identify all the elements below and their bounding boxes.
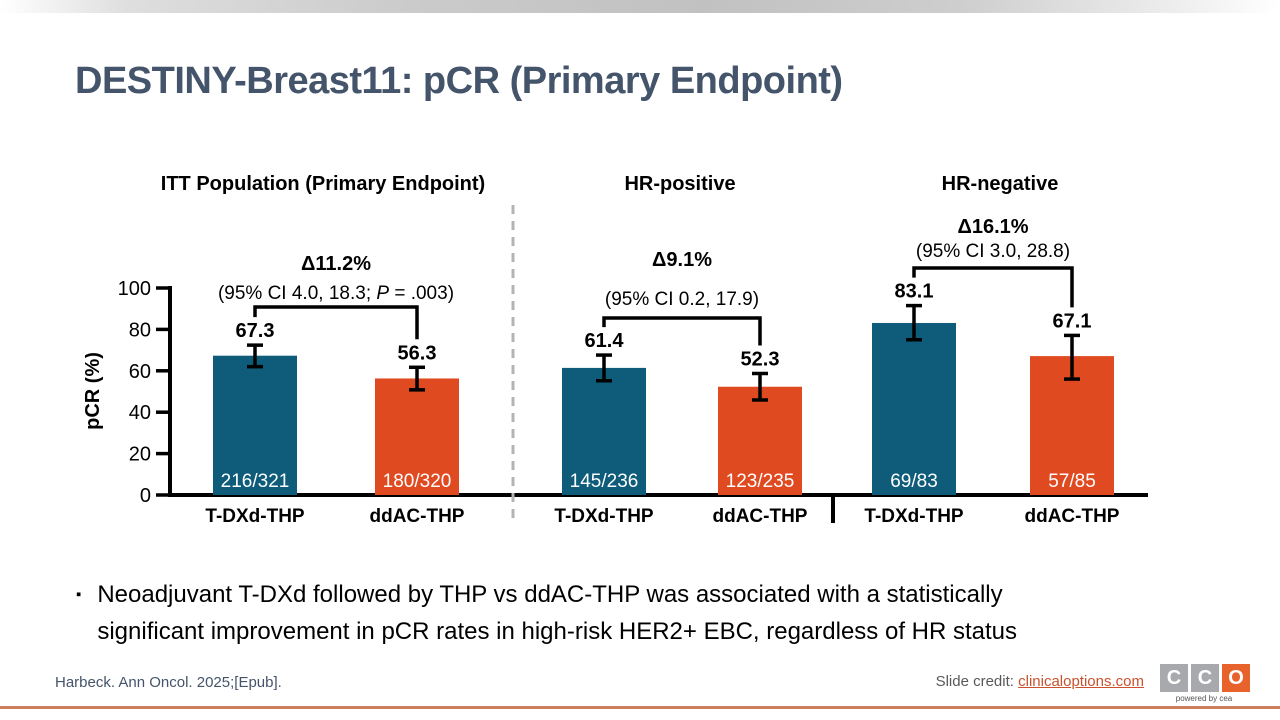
y-tick-label: 60 [129,361,151,383]
x-axis-arm-label: ddAC-THP [370,506,465,527]
bar-value-label: 67.1 [1053,310,1092,332]
top-gradient-bar [0,0,1280,13]
x-axis-arm-label: ddAC-THP [713,506,808,527]
bar-ddAC-THP [375,378,459,495]
panel-header: ITT Population (Primary Endpoint) [161,173,485,195]
bottom-accent-line [0,706,1280,709]
bar-value-label: 83.1 [895,281,934,303]
pcr-chart-svg: 0 20 40 60 80 100 pCR (%) ITT Population (Prima… [82,173,1148,527]
bar-value-label: 52.3 [741,348,780,370]
logo-letter-o: O [1222,664,1250,692]
ci-label: (95% CI 0.2, 17.9) [605,289,759,310]
slide-title: DESTINY-Breast11: pCR (Primary Endpoint) [75,60,843,102]
cco-logo: C C O [1160,664,1250,692]
bullet-point: ▪ Neoadjuvant T-DXd followed by THP vs d… [76,576,1096,650]
logo-letter-c1: C [1160,664,1188,692]
comparison-bracket [253,305,419,340]
bullet-text: Neoadjuvant T-DXd followed by THP vs ddA… [97,581,1018,645]
ci-label: (95% CI 4.0, 18.3; P = .003) [218,283,454,304]
bar-T-DXd-THP [562,367,646,495]
bar-value-label: 61.4 [585,330,625,352]
bar-T-DXd-THP [872,322,956,495]
y-tick-label: 0 [140,485,151,507]
panel-header: HR-negative [942,173,1059,195]
citation: Harbeck. Ann Oncol. 2025;[Epub]. [55,674,282,691]
delta-label: Δ11.2% [301,253,371,275]
y-tick-label: 80 [129,319,151,341]
x-axis-arm-label: T-DXd-THP [554,506,654,527]
y-axis-title: pCR (%) [85,352,104,430]
bar-fraction-label: 69/83 [890,471,938,492]
bar-fraction-label: 180/320 [383,471,452,492]
logo-tagline: powered by cea [1175,694,1233,703]
panel-header: HR-positive [624,173,735,195]
bullet-square-icon: ▪ [76,586,82,603]
y-tick-label: 40 [129,402,151,424]
bar-ddAC-THP [718,386,802,495]
bar-fraction-label: 57/85 [1048,471,1096,492]
x-axis-arm-label: T-DXd-THP [864,506,964,527]
y-tick-label: 20 [129,444,151,466]
bar-value-label: 56.3 [398,342,437,364]
x-axis-arm-label: T-DXd-THP [205,506,305,527]
comparison-bracket [912,266,1074,308]
x-axis-arm-label: ddAC-THP [1025,506,1120,527]
comparison-bracket [602,316,762,346]
ci-label: (95% CI 3.0, 28.8) [916,241,1070,262]
bar-fraction-label: 145/236 [570,471,639,492]
credit-link[interactable]: clinicaloptions.com [1018,673,1144,690]
pcr-bar-chart: 0 20 40 60 80 100 pCR (%) ITT Population (Prima… [82,158,1165,548]
bar-T-DXd-THP [213,355,297,495]
delta-label: Δ16.1% [957,216,1028,238]
bar-fraction-label: 216/321 [221,471,290,492]
y-tick-label: 100 [118,278,151,300]
logo-letter-c2: C [1191,664,1219,692]
bar-value-label: 67.3 [236,320,275,342]
credit-label: Slide credit: [935,673,1019,690]
slide-credit: Slide credit: clinicaloptions.com [936,673,1144,690]
bar-fraction-label: 123/235 [726,471,795,492]
delta-label: Δ9.1% [652,249,712,271]
